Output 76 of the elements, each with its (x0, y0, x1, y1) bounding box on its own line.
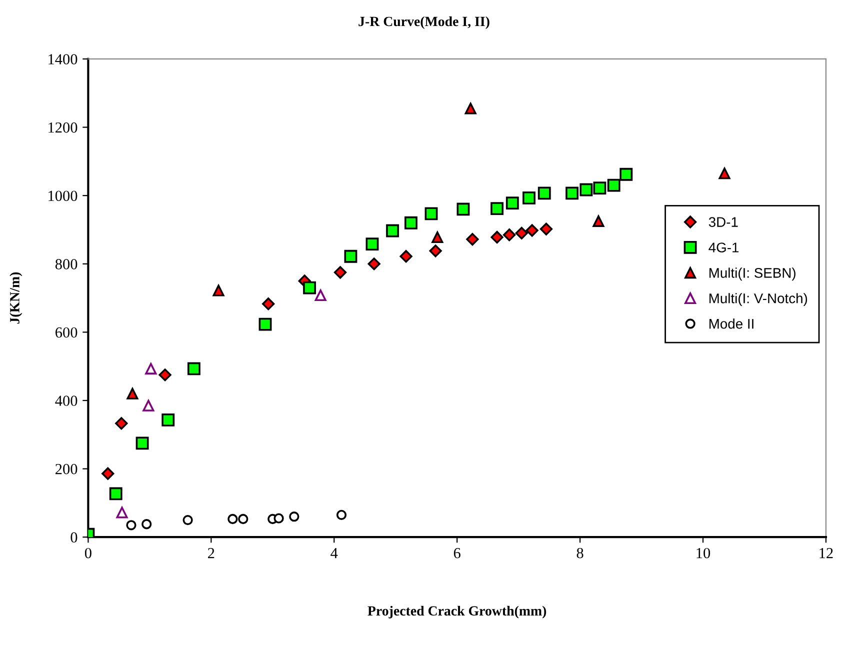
point (718, 168, 730, 180)
point (303, 281, 316, 294)
point (515, 226, 528, 240)
point (334, 266, 347, 279)
y-tick-label: 1200 (48, 122, 78, 133)
legend-label: 3D-1 (708, 217, 738, 227)
point (404, 216, 418, 230)
point (456, 202, 470, 216)
x-tick-label: 0 (84, 548, 92, 558)
point (145, 362, 157, 374)
point (503, 228, 516, 242)
point (314, 290, 326, 302)
point (607, 178, 620, 192)
point (162, 413, 175, 426)
point (593, 182, 606, 195)
point (336, 510, 347, 520)
point (490, 202, 504, 216)
y-tick-label: 0 (70, 532, 78, 543)
y-axis-title: J(KN/m) (10, 272, 22, 324)
chart-title: J-R Curve(Mode I, II) (358, 16, 490, 29)
x-tick-label: 4 (330, 548, 338, 558)
legend-label: 4G-1 (708, 242, 739, 252)
y-tick-label: 1400 (48, 54, 78, 64)
legend-label: Mode II (709, 318, 754, 329)
point (620, 168, 633, 181)
point (126, 388, 138, 400)
point (432, 231, 444, 243)
point (400, 250, 412, 263)
point (522, 191, 536, 204)
point (238, 514, 248, 524)
point (136, 436, 149, 450)
point (429, 244, 442, 258)
point (386, 224, 399, 238)
point (580, 183, 593, 196)
point (506, 196, 519, 210)
point (115, 417, 128, 430)
point (466, 232, 479, 246)
point (366, 238, 379, 251)
point (424, 207, 438, 220)
point (344, 250, 358, 263)
x-tick-label: 6 (454, 548, 460, 558)
x-tick-label: 2 (208, 548, 214, 558)
point (274, 513, 284, 524)
point (526, 224, 538, 237)
point (182, 514, 193, 526)
x-tick-label: 10 (696, 548, 710, 558)
point (142, 519, 152, 530)
y-tick-label: 200 (56, 464, 78, 474)
point (109, 487, 122, 500)
point (566, 186, 578, 200)
point (187, 362, 200, 376)
x-axis-title: Projected Crack Growth(mm) (368, 606, 546, 618)
point (116, 506, 128, 518)
point (592, 215, 604, 227)
y-tick-label: 1000 (48, 190, 78, 202)
point (142, 400, 154, 412)
point (102, 467, 114, 480)
point (490, 230, 504, 244)
point (158, 368, 172, 382)
point (464, 102, 476, 114)
point (126, 520, 136, 530)
point (540, 222, 553, 236)
y-tick-label: 800 (55, 259, 78, 270)
x-tick-label: 12 (820, 548, 833, 558)
point (538, 186, 551, 200)
point (228, 514, 238, 524)
y-tick-label: 400 (55, 396, 78, 406)
point (262, 298, 275, 310)
point (212, 284, 224, 296)
point (258, 318, 272, 331)
y-tick-label: 600 (56, 327, 78, 338)
point (368, 258, 380, 270)
legend-label: Multi(I: SEBN) (709, 268, 796, 281)
x-tick-label: 8 (576, 548, 584, 558)
point (289, 512, 300, 522)
legend-label: Multi(I: V-Notch) (709, 293, 808, 306)
